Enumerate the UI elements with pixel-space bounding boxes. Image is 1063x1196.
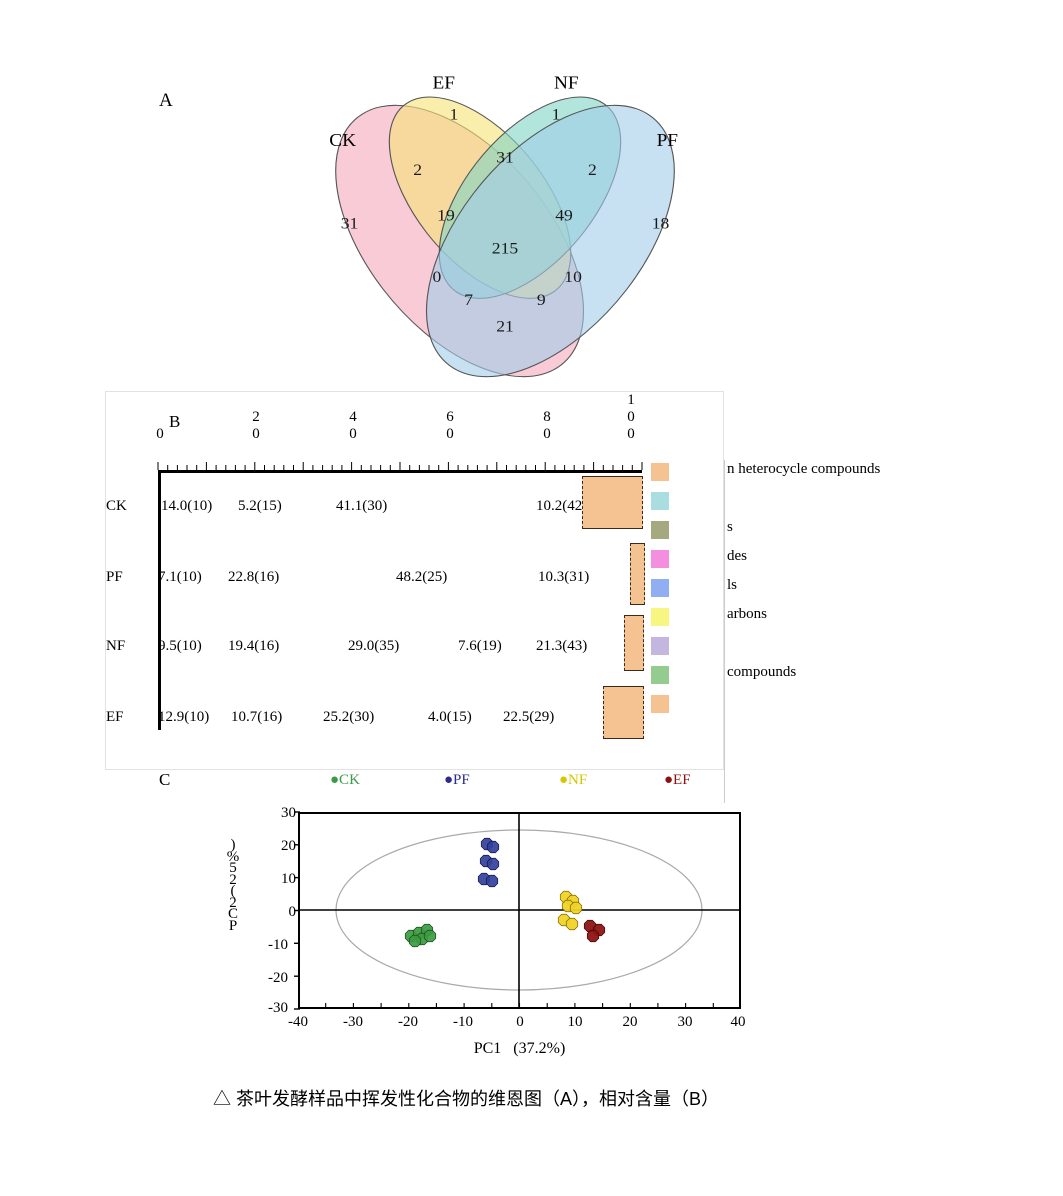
svg-text:19: 19 [437,206,455,224]
svg-text:CK: CK [329,131,357,150]
svg-text:7: 7 [464,291,473,309]
svg-text:2: 2 [588,161,597,179]
svg-text:0: 0 [433,268,442,286]
svg-text:31: 31 [341,214,359,232]
svg-text:10: 10 [564,268,582,286]
svg-text:2: 2 [413,161,422,179]
svg-text:215: 215 [492,239,518,257]
svg-text:31: 31 [496,148,514,166]
svg-text:1: 1 [552,105,561,123]
svg-text:9: 9 [537,291,546,309]
svg-text:PF: PF [657,131,678,150]
svg-text:21: 21 [496,317,514,335]
svg-text:18: 18 [652,214,670,232]
svg-text:NF: NF [554,76,579,92]
svg-text:EF: EF [432,76,455,92]
svg-text:49: 49 [555,206,573,224]
svg-text:1: 1 [450,105,459,123]
